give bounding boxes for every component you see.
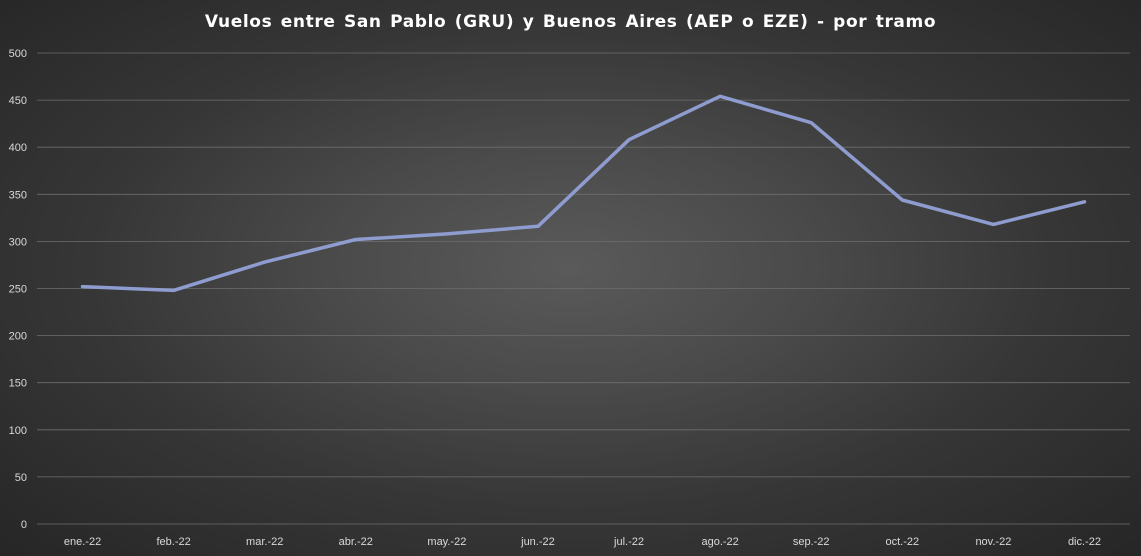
- y-tick-label: 250: [9, 284, 27, 296]
- x-tick-label: nov.-22: [975, 536, 1011, 548]
- y-tick-label: 50: [15, 472, 27, 484]
- x-axis: ene.-22 feb.-22 mar.-22 abr.-22 may.-22 jun.-…: [64, 536, 1101, 548]
- x-tick-label: ago.-22: [701, 536, 738, 548]
- grid-layer: [37, 52, 1130, 525]
- x-tick-label: mar.-22: [246, 536, 283, 548]
- y-tick-label: 450: [9, 95, 27, 107]
- x-tick-label: sep.-22: [793, 536, 830, 548]
- y-axis: 0 50 100 150 200 250 300 350 400 450 500: [9, 48, 27, 531]
- x-tick-label: may.-22: [427, 536, 466, 548]
- y-tick-label: 150: [9, 378, 27, 390]
- x-tick-label: jun.-22: [520, 536, 555, 548]
- y-tick-label: 500: [9, 48, 27, 60]
- y-tick-label: 300: [9, 236, 27, 248]
- x-tick-label: abr.-22: [339, 536, 373, 548]
- x-tick-label: feb.-22: [157, 536, 191, 548]
- chart-title: Vuelos entre San Pablo (GRU) y Buenos Ai…: [204, 12, 937, 32]
- x-tick-label: oct.-22: [885, 536, 919, 548]
- x-tick-label: ene.-22: [64, 536, 101, 548]
- y-tick-label: 400: [9, 142, 27, 154]
- y-tick-label: 200: [9, 331, 27, 343]
- x-tick-label: dic.-22: [1068, 536, 1101, 548]
- y-tick-label: 100: [9, 425, 27, 437]
- y-tick-label: 350: [9, 189, 27, 201]
- y-tick-label: 0: [21, 519, 27, 531]
- x-tick-label: jul.-22: [613, 536, 644, 548]
- series-layer: [80, 94, 1087, 293]
- series-line: [80, 94, 1087, 293]
